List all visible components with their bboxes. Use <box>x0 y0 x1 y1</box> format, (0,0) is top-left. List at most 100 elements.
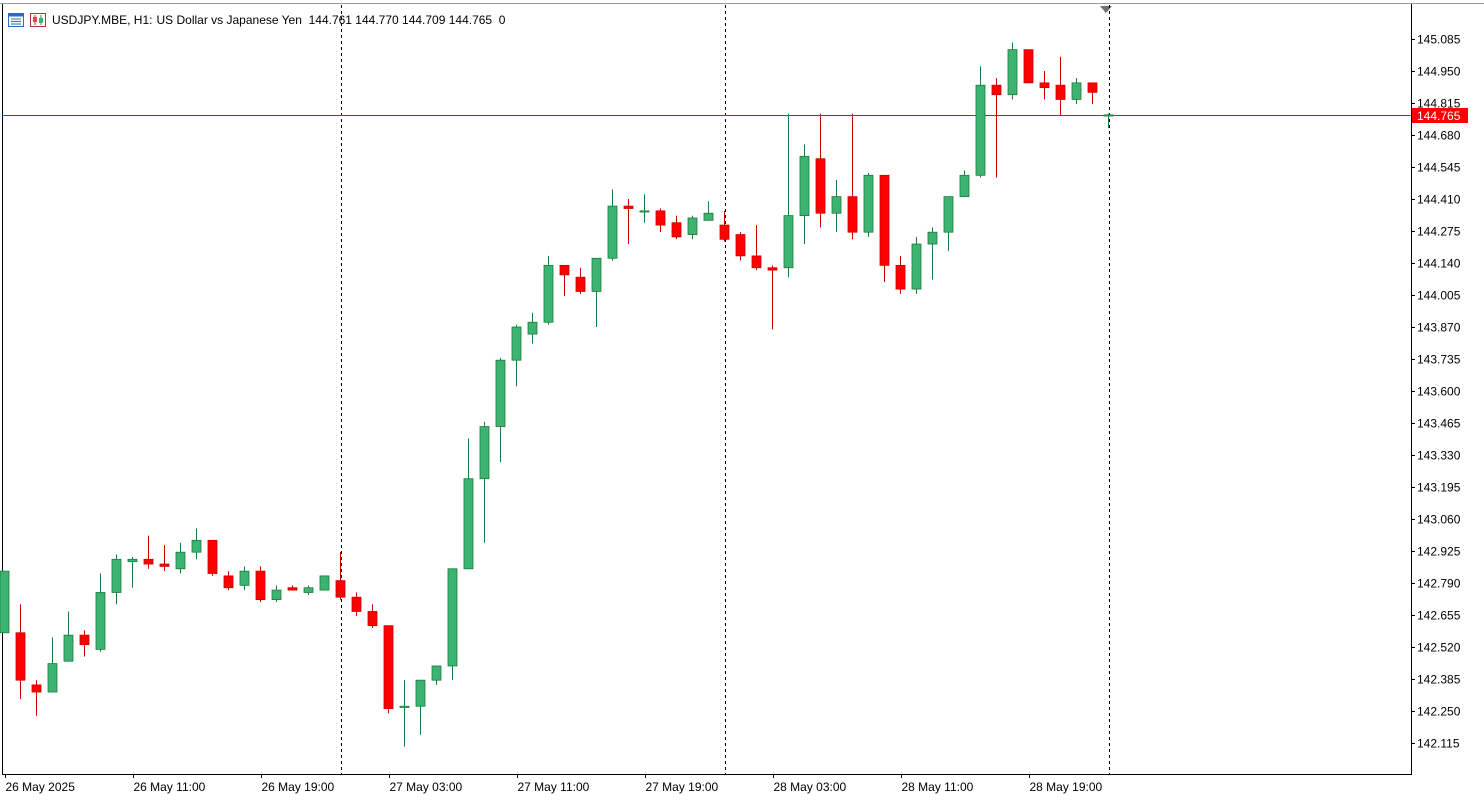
candle <box>1087 82 1098 105</box>
candle-body <box>0 570 10 634</box>
candle-body <box>559 264 570 276</box>
candle-body <box>1007 49 1018 96</box>
time-tick-label: 26 May 2025 <box>6 780 76 794</box>
candle <box>735 232 746 261</box>
candle-body <box>623 205 634 209</box>
candle-body <box>863 174 874 233</box>
candle-body <box>191 539 202 553</box>
candle-body <box>831 196 842 214</box>
candle-body <box>543 264 554 323</box>
candle <box>591 257 602 327</box>
price-tick-label: 144.950 <box>1417 65 1461 79</box>
candle <box>511 324 522 387</box>
candle <box>831 180 842 233</box>
candle <box>879 174 890 282</box>
price-tick-label: 144.275 <box>1417 225 1461 239</box>
candle <box>319 575 330 591</box>
price-tick-label: 144.680 <box>1417 129 1461 143</box>
candle <box>79 630 90 657</box>
time-tick-label: 27 May 19:00 <box>646 780 719 794</box>
price-tick-label: 144.545 <box>1417 161 1461 175</box>
price-tick-label: 144.140 <box>1417 257 1461 271</box>
candle <box>223 571 234 591</box>
price-tick-label: 142.790 <box>1417 577 1461 591</box>
candle-body <box>895 264 906 290</box>
candle <box>1023 49 1034 84</box>
candle-body <box>479 426 490 480</box>
candle <box>463 438 474 570</box>
candle-body <box>463 478 474 570</box>
candle-body <box>271 589 282 600</box>
candle <box>671 215 682 240</box>
candle <box>143 535 154 569</box>
price-tick-label: 143.330 <box>1417 449 1461 463</box>
time-tick-label: 28 May 19:00 <box>1030 780 1103 794</box>
candle-body <box>351 596 362 612</box>
candle-body <box>415 679 426 707</box>
candle-body <box>927 231 938 245</box>
candle <box>1103 113 1114 129</box>
candle-body <box>671 222 682 238</box>
period-separators <box>341 5 1110 774</box>
candle <box>95 573 106 652</box>
price-axis[interactable]: 145.085 144.950 144.815 144.680 144.545 144.4… <box>1411 33 1461 751</box>
candle <box>687 215 698 240</box>
candle <box>287 585 298 591</box>
candle-body <box>975 84 986 176</box>
candle-body <box>511 326 522 361</box>
candle-body <box>335 580 346 598</box>
chart-menu-icon[interactable] <box>8 13 24 27</box>
candle <box>127 556 138 588</box>
candle <box>703 201 714 221</box>
candle-body <box>431 665 442 681</box>
candle-body <box>47 663 58 693</box>
candle-body <box>31 684 42 693</box>
candle-body <box>703 212 714 221</box>
candle <box>31 680 42 716</box>
candle <box>15 604 26 700</box>
candle-body <box>1023 49 1034 84</box>
price-tick-label: 142.385 <box>1417 673 1461 687</box>
price-tick-label: 142.520 <box>1417 641 1461 655</box>
candle <box>559 264 570 297</box>
candle-body <box>319 575 330 591</box>
candle <box>959 170 970 198</box>
candle <box>303 585 314 595</box>
current-price-label: 144.765 <box>1417 109 1461 123</box>
candle <box>239 566 250 591</box>
candle <box>191 528 202 560</box>
price-tick-label: 142.655 <box>1417 609 1461 623</box>
time-tick-label: 28 May 11:00 <box>902 780 974 794</box>
candle <box>0 570 10 634</box>
candle-body <box>495 359 506 427</box>
candle <box>399 680 410 747</box>
candle-body <box>287 587 298 591</box>
price-tick-label: 144.005 <box>1417 289 1461 303</box>
candle <box>415 679 426 735</box>
price-tick-label: 143.465 <box>1417 417 1461 431</box>
candle <box>495 357 506 463</box>
volume-value: 0 <box>498 13 506 27</box>
time-tick-label: 27 May 11:00 <box>518 780 590 794</box>
candle-body <box>447 568 458 667</box>
candle <box>335 552 346 600</box>
candle <box>207 539 218 576</box>
candle <box>655 208 666 233</box>
candle-body <box>383 625 394 710</box>
candle-body <box>239 570 250 586</box>
candle-body <box>367 611 378 627</box>
candle <box>447 568 458 681</box>
candle-body <box>847 196 858 233</box>
candle <box>575 267 586 294</box>
candlestick-chart-icon[interactable] <box>30 13 46 27</box>
price-tick-label: 142.250 <box>1417 705 1461 719</box>
candle-body <box>159 563 170 567</box>
candle-body <box>111 558 122 593</box>
candle <box>719 210 730 242</box>
time-axis[interactable]: 26 May 2025 26 May 11:00 26 May 19:00 27 Ma… <box>5 774 1103 794</box>
candle-body <box>255 570 266 600</box>
candle-body <box>223 575 234 589</box>
candle-body <box>735 234 746 257</box>
